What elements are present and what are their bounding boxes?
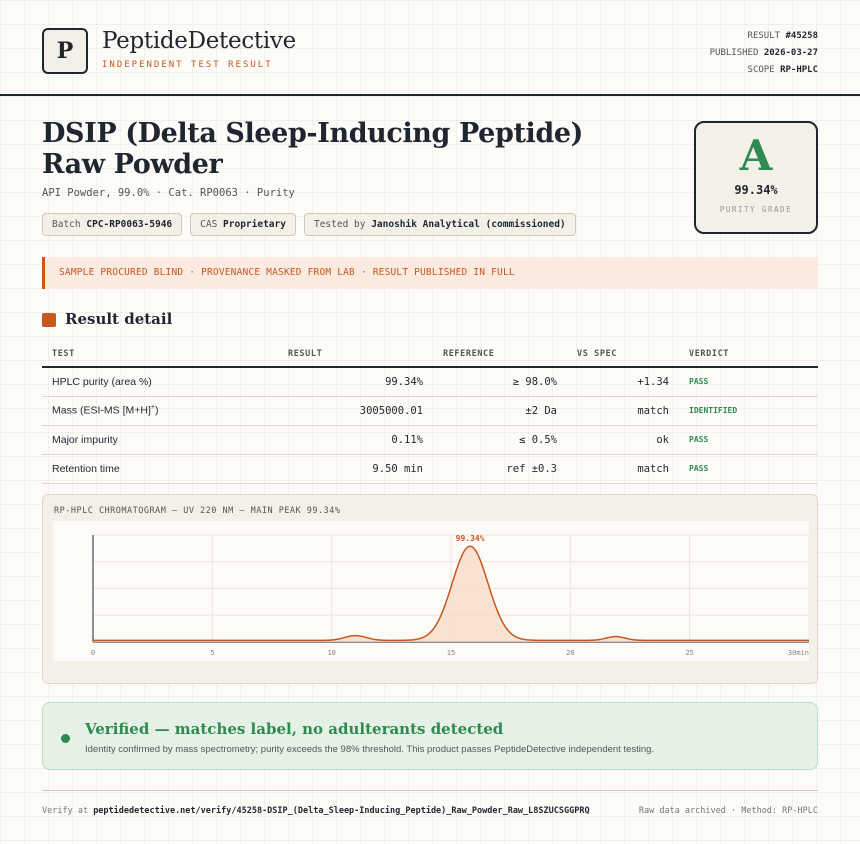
meta-published: PUBLISHED 2026-03-27 (709, 48, 818, 58)
cell-verdict: IDENTIFIED (679, 396, 818, 426)
cell-result: 0.11% (278, 425, 433, 455)
results-table: TEST RESULT REFERENCE VS SPEC VERDICT HP… (42, 341, 818, 484)
chromatogram-trace (93, 545, 809, 642)
grade-label: PURITY GRADE (719, 205, 793, 214)
tested-by-chip: Tested by Janoshik Analytical (commissio… (303, 213, 576, 236)
x-tick-label: 0 (91, 649, 95, 657)
verified-title: Verified — matches label, no adulterants… (85, 720, 504, 738)
meta-scope: SCOPE RP-HPLC (747, 65, 818, 75)
batch-chip: Batch CPC-RP0063-5946 (42, 213, 183, 236)
x-tick-labels: 0 5 10 15 20 25 30min (91, 649, 809, 657)
verification-banner: Verified — matches label, no adulterants… (42, 702, 818, 770)
brand-logo: P (42, 28, 88, 74)
cell-verdict: PASS (679, 425, 818, 455)
footer-verify: Verify at peptidedetective.net/verify/45… (42, 806, 590, 816)
chart-title: RP-HPLC CHROMATOGRAM — UV 220 NM — MAIN … (54, 506, 341, 516)
table-row: Major impurity 0.11% ≤ 0.5% ok PASS (42, 425, 818, 455)
table-row: Mass (ESI-MS [M+H]+) 3005000.01 ±2 Da ma… (42, 396, 818, 426)
cell-reference: ref ±0.3 (433, 454, 567, 484)
cell-result: 9.50 min (278, 454, 433, 484)
cell-vs-spec: match (567, 396, 679, 426)
cell-result: 3005000.01 (278, 396, 433, 426)
cell-test: Mass (ESI-MS [M+H]+) (42, 396, 278, 426)
provenance-notice: SAMPLE PROCURED BLIND · PROVENANCE MASKE… (42, 257, 818, 289)
chromatogram-chart: 99.34% 0 5 10 15 20 25 30min (53, 521, 809, 661)
cell-vs-spec: match (567, 454, 679, 484)
x-tick-label: 25 (685, 649, 693, 657)
result-meta: RESULT #45258 PUBLISHED 2026-03-27 SCOPE… (710, 28, 818, 79)
x-tick-label: 10 (327, 649, 335, 657)
col-header-verdict: VERDICT (679, 341, 818, 368)
table-row: Retention time 9.50 min ref ±0.3 match P… (42, 454, 818, 484)
brand-name: PeptideDetective (102, 28, 296, 54)
brand-tagline: INDEPENDENT TEST RESULT (102, 60, 273, 70)
verified-dot-icon (61, 734, 70, 743)
cell-verdict: PASS (679, 454, 818, 484)
footer-archive-note: Raw data archived · Method: RP-HPLC (638, 806, 818, 816)
cell-verdict: PASS (679, 367, 818, 397)
cell-reference: ≤ 0.5% (433, 425, 567, 455)
cell-vs-spec: ok (567, 425, 679, 455)
x-tick-label: 5 (210, 649, 214, 657)
product-chips: Batch CPC-RP0063-5946 CAS Proprietary Te… (42, 213, 576, 236)
product-subtitle: API Powder, 99.0% · Cat. RP0063 · Purity (42, 187, 295, 199)
col-header-vs-spec: VS SPEC (567, 341, 679, 368)
cell-reference: ≥ 98.0% (433, 367, 567, 397)
col-header-test: TEST (42, 341, 278, 368)
x-tick-label: 20 (566, 649, 574, 657)
col-header-result: RESULT (278, 341, 433, 368)
col-header-reference: REFERENCE (433, 341, 567, 368)
table-row: HPLC purity (area %) 99.34% ≥ 98.0% +1.3… (42, 367, 818, 397)
meta-result: RESULT #45258 (747, 31, 818, 41)
verified-body: Identity confirmed by mass spectrometry;… (85, 744, 655, 755)
cell-test: Retention time (42, 454, 278, 484)
section-marker (42, 313, 56, 327)
chromatogram-panel: RP-HPLC CHROMATOGRAM — UV 220 NM — MAIN … (42, 494, 818, 684)
peak-area (93, 546, 809, 642)
footer-divider (42, 790, 818, 791)
purity-grade-card: A 99.34% PURITY GRADE (694, 121, 818, 234)
grade-value: 99.34% (734, 183, 778, 197)
cas-chip: CAS Proprietary (190, 213, 296, 236)
grade-letter: A (739, 131, 773, 180)
verify-link[interactable]: peptidedetective.net/verify/45258-DSIP_(… (93, 806, 590, 816)
cell-test: HPLC purity (area %) (42, 367, 278, 397)
x-tick-label: 30min (788, 649, 809, 657)
cell-test: Major impurity (42, 425, 278, 455)
x-tick-label: 15 (447, 649, 455, 657)
cell-reference: ±2 Da (433, 396, 567, 426)
cell-vs-spec: +1.34 (567, 367, 679, 397)
table-header-row: TEST RESULT REFERENCE VS SPEC VERDICT (42, 341, 818, 368)
page-header: P PeptideDetective INDEPENDENT TEST RESU… (0, 0, 860, 96)
cell-result: 99.34% (278, 367, 433, 397)
main-peak-label: 99.34% (456, 534, 485, 543)
section-title: Result detail (65, 310, 173, 328)
page-title: DSIP (Delta Sleep-Inducing Peptide) Raw … (42, 118, 584, 180)
